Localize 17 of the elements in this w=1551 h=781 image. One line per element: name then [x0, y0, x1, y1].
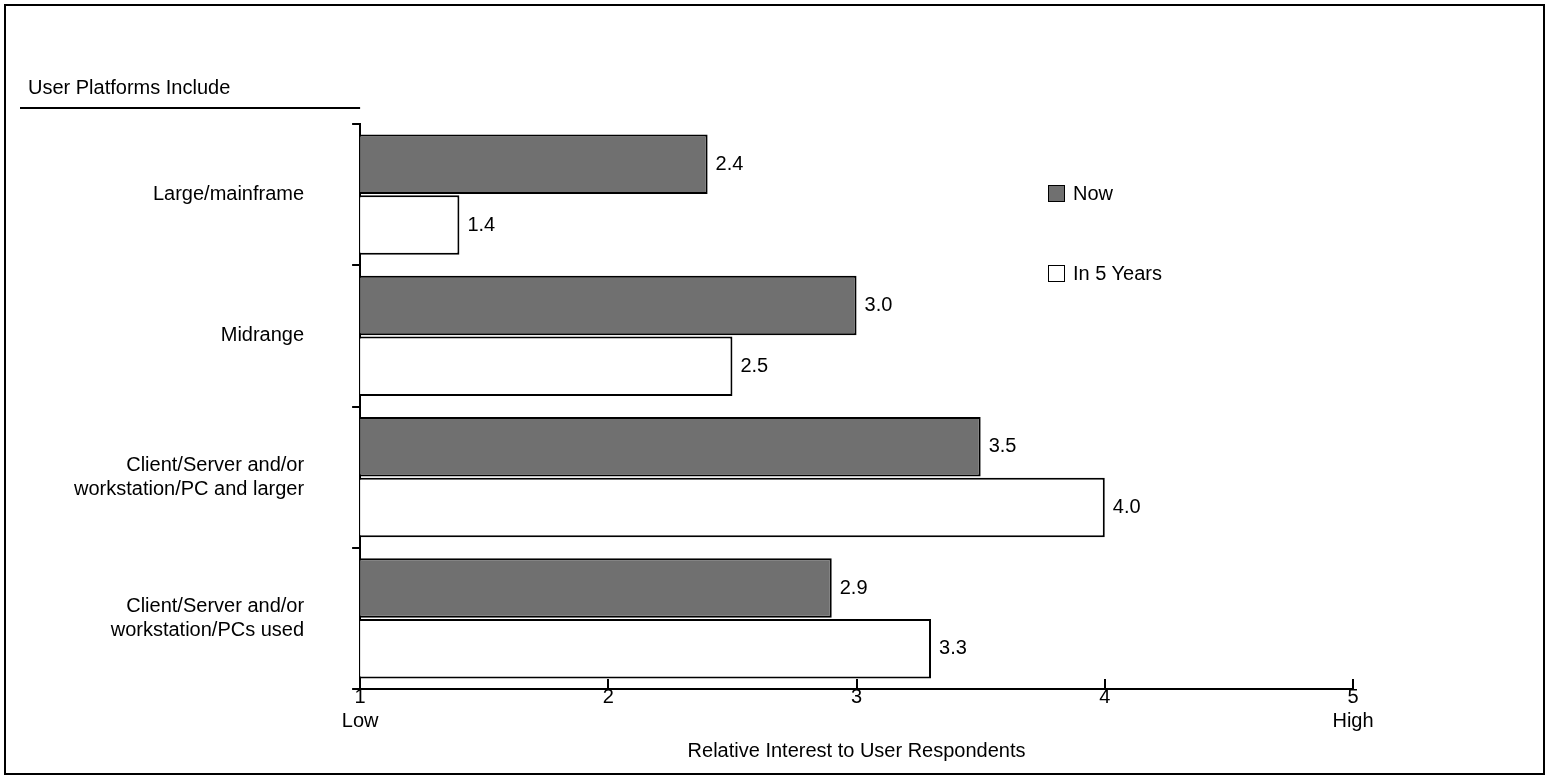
- text: In 5 Years: [1073, 262, 1162, 285]
- data-label: 3.0: [864, 293, 893, 316]
- y-tick-label: Midrange: [220, 323, 305, 346]
- data-label: 2.4: [715, 151, 744, 174]
- y-tick-label: Client/Server and/or workstation/PC and larger: [73, 452, 305, 499]
- data-label: 3.3: [939, 636, 967, 659]
- data-label: 4.0: [1112, 495, 1141, 518]
- data-label: 2.5: [740, 353, 769, 376]
- x-tick-label: 4: [1099, 684, 1111, 707]
- data-label: 3.5: [988, 434, 1017, 457]
- legend-label: Now: [1073, 182, 1114, 205]
- y-tick-label: Large/mainframe: [152, 182, 305, 205]
- data-label: 2.9: [839, 575, 868, 598]
- y-axis-title: User Platforms Include: [28, 76, 231, 98]
- data-label: 1.4: [467, 212, 496, 235]
- y-tick-label: Client/Server and/or workstation/PCs used: [109, 593, 305, 640]
- x-axis-title: Relative Interest to User Respondents: [687, 738, 1026, 761]
